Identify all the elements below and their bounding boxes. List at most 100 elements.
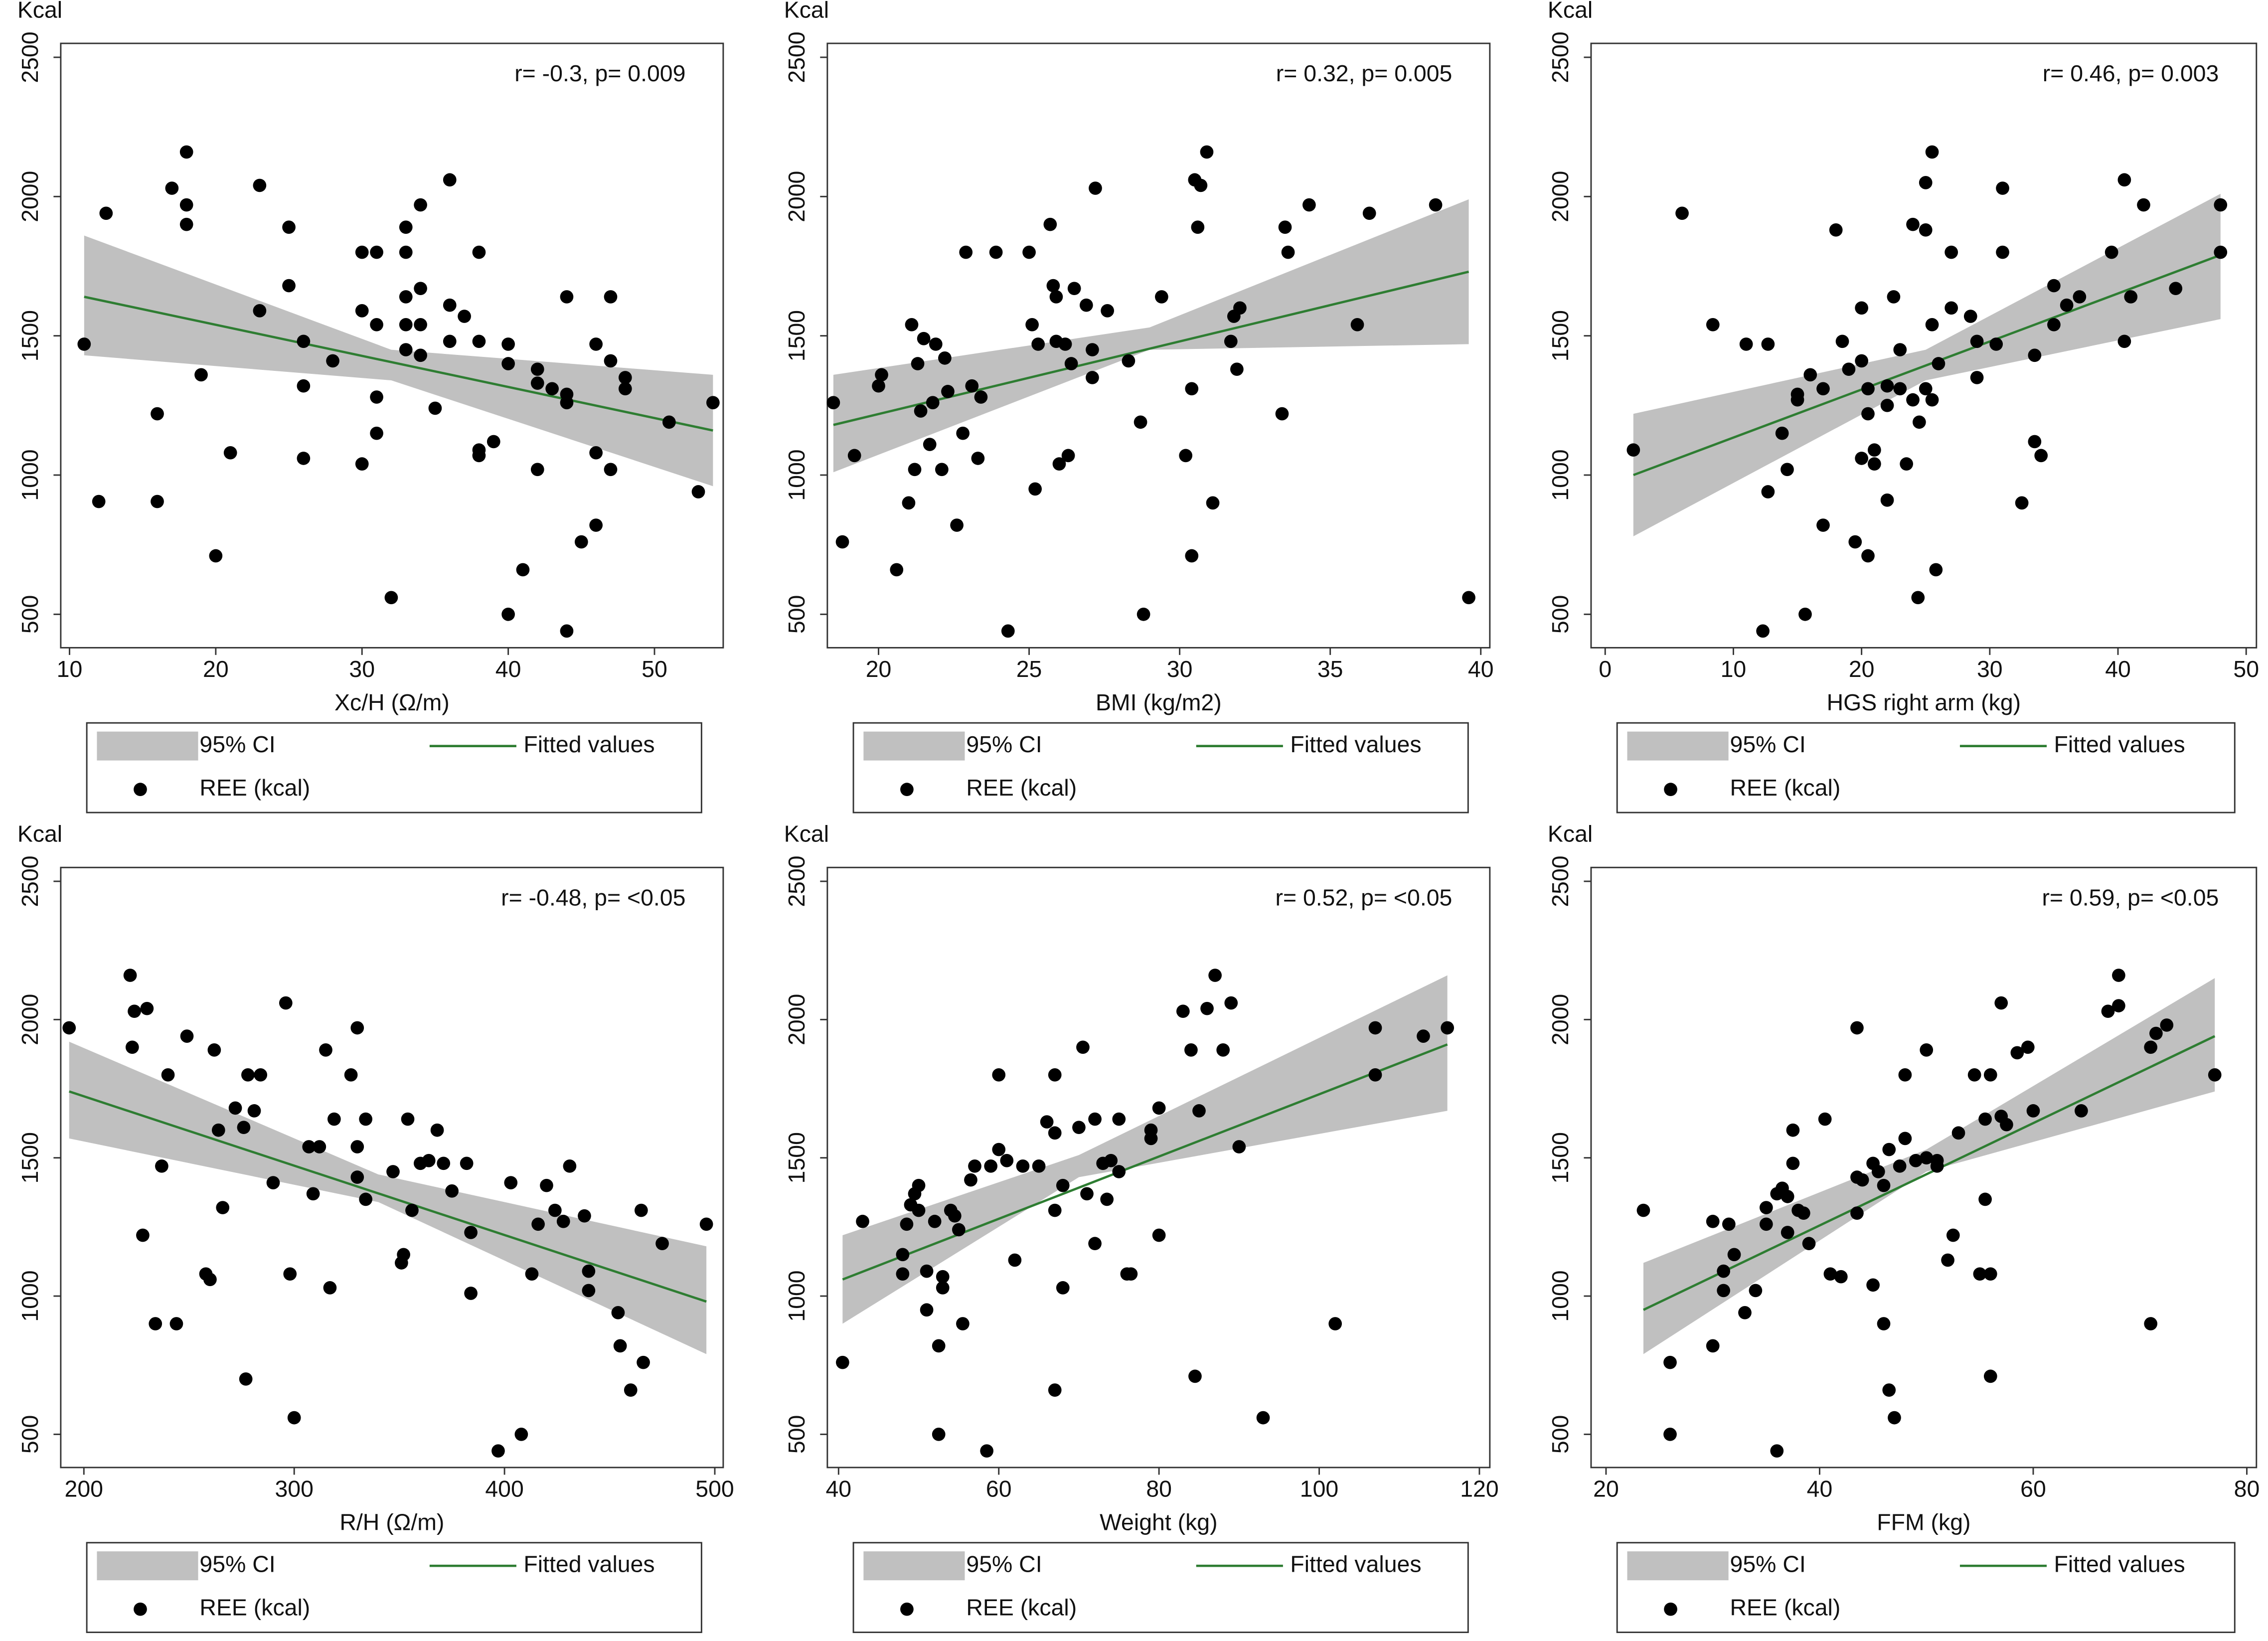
point [1835, 334, 1849, 348]
y-tick-label: 1500 [784, 310, 810, 361]
point [948, 1209, 962, 1223]
point [1906, 217, 1920, 231]
point [1192, 1104, 1206, 1118]
point [923, 438, 937, 451]
point [1048, 1203, 1062, 1217]
point [1136, 608, 1150, 621]
point [491, 1444, 505, 1458]
point [151, 494, 164, 508]
y-tick-label: 2500 [1547, 855, 1573, 907]
legend-label: Fitted values [523, 1551, 654, 1577]
y-tick-label: 2500 [1547, 31, 1573, 83]
point [936, 1270, 950, 1284]
point [920, 1264, 934, 1278]
annotation: r= -0.3, p= 0.009 [514, 60, 685, 86]
y-tick-label: 500 [1547, 595, 1573, 634]
ci-band [833, 199, 1469, 473]
y-tick-label: 1000 [1547, 1270, 1573, 1321]
x-tick-label: 100 [1300, 1476, 1338, 1502]
point [691, 485, 705, 498]
point [2144, 1040, 2158, 1054]
point [1362, 206, 1376, 220]
point [1067, 282, 1081, 296]
point [1022, 245, 1036, 259]
point [1816, 382, 1830, 396]
point [847, 449, 861, 463]
point [344, 1068, 358, 1082]
point [306, 1187, 320, 1201]
point [504, 1176, 518, 1189]
fitted-line [842, 1043, 1448, 1281]
legend-swatch [134, 783, 147, 796]
point [1722, 1217, 1736, 1231]
point [149, 1317, 162, 1330]
point [384, 591, 398, 605]
point [1880, 493, 1894, 507]
point [1877, 1317, 1891, 1330]
point [414, 282, 427, 296]
point [1072, 1121, 1086, 1135]
point [1232, 1140, 1246, 1153]
point [472, 449, 486, 463]
point [938, 351, 952, 365]
point [2034, 449, 2048, 463]
plot-frame [60, 42, 724, 649]
point [1278, 220, 1292, 234]
legend-swatch [1664, 1602, 1677, 1616]
point [297, 379, 311, 393]
point [589, 337, 603, 351]
point [327, 1112, 341, 1126]
point [1900, 457, 1914, 471]
point [1855, 452, 1868, 465]
point [302, 1140, 316, 1153]
point [968, 1159, 981, 1173]
point [355, 245, 369, 259]
point [458, 310, 471, 323]
x-tick-label: 500 [695, 1476, 734, 1502]
x-tick-label: 80 [2234, 1476, 2260, 1502]
point [1951, 1126, 1965, 1140]
point [1978, 1192, 1992, 1206]
legend-label: REE (kcal) [199, 1594, 310, 1620]
point [2208, 1068, 2222, 1082]
point [2028, 435, 2042, 449]
legend-swatch [1627, 731, 1729, 761]
x-axis-label: Xc/H (Ω/m) [334, 689, 450, 715]
point [1925, 145, 1939, 159]
point [582, 1264, 596, 1278]
point [326, 354, 339, 368]
point [613, 1339, 627, 1353]
point [239, 1372, 253, 1386]
point [1861, 382, 1875, 396]
point [1963, 310, 1977, 323]
legend-swatch [134, 1602, 147, 1616]
point [207, 1043, 221, 1057]
point [1049, 290, 1063, 304]
point [956, 426, 970, 440]
point [501, 357, 515, 370]
point [1636, 1203, 1650, 1217]
point [1880, 398, 1894, 412]
point [1152, 1228, 1166, 1242]
point [2000, 1118, 2013, 1132]
point [896, 1267, 910, 1281]
point [2105, 245, 2118, 259]
point [1855, 301, 1868, 315]
point [2112, 999, 2125, 1012]
point [92, 494, 106, 508]
point [1079, 298, 1093, 312]
point [1462, 591, 1475, 605]
legend-swatch [97, 1551, 198, 1581]
point [1880, 379, 1894, 393]
point [956, 1317, 970, 1330]
point [1911, 591, 1925, 605]
point [2144, 1317, 2158, 1330]
point [1706, 318, 1720, 331]
x-tick-label: 20 [1593, 1476, 1619, 1502]
x-tick-label: 30 [1977, 656, 2003, 682]
point [1046, 279, 1060, 293]
y-tick-label: 2000 [17, 994, 43, 1045]
point [180, 1029, 194, 1043]
point [1909, 1153, 1923, 1167]
